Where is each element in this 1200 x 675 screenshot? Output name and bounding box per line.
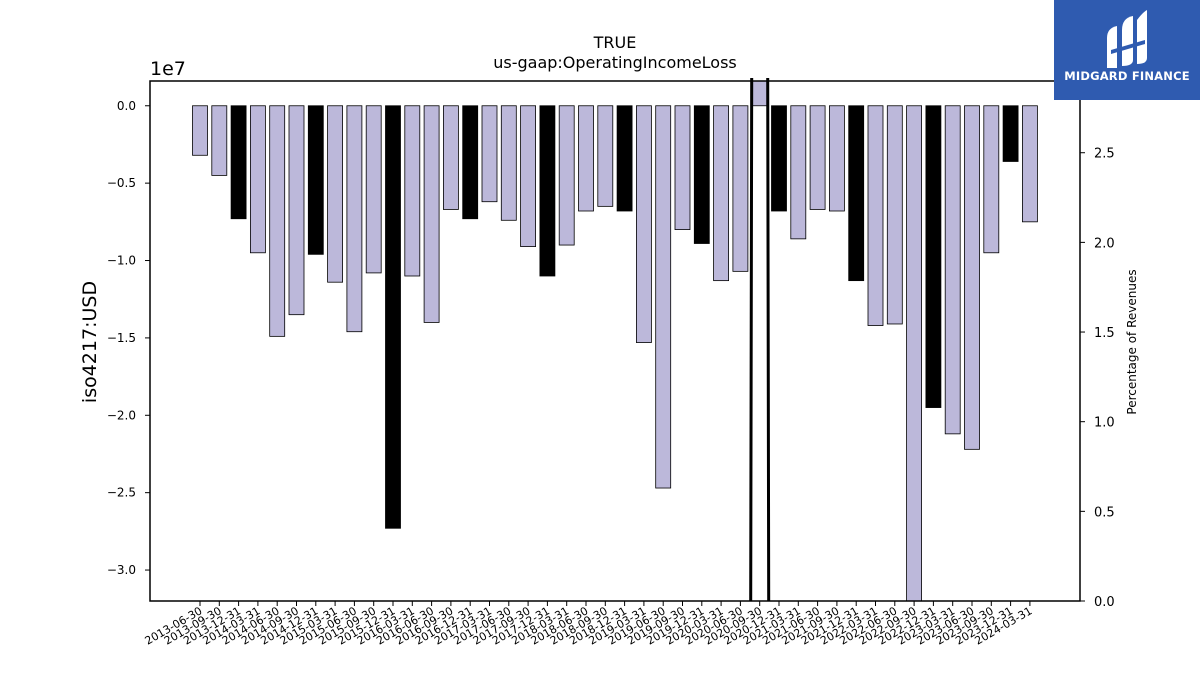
y-axis-label: iso4217:USD bbox=[79, 281, 101, 403]
bar-2019-03-31 bbox=[636, 105, 652, 343]
bar-2020-06-30 bbox=[732, 105, 749, 272]
chart-title: TRUE bbox=[593, 33, 637, 52]
bar-2013-06-30 bbox=[192, 105, 208, 156]
bar-2023-09-30 bbox=[983, 105, 1000, 254]
bar-2017-09-30 bbox=[520, 105, 536, 247]
bar-2019-09-30 bbox=[674, 105, 691, 230]
bar-2014-12-31 bbox=[307, 105, 324, 255]
x-axis-ticks: 2013-06-302013-09-302013-12-312014-03-31… bbox=[143, 601, 1034, 648]
y2-series-group bbox=[749, 77, 771, 602]
bar-2016-06-30 bbox=[423, 105, 440, 323]
bar-2023-06-30 bbox=[964, 105, 980, 450]
bar-2022-09-30 bbox=[906, 105, 922, 602]
bar-2020-03-31 bbox=[713, 105, 729, 282]
bar-2019-06-30 bbox=[655, 105, 672, 489]
bar-2014-03-31 bbox=[249, 105, 266, 254]
bar-2020-09-30 bbox=[751, 80, 768, 107]
bar-2015-09-30 bbox=[365, 105, 382, 274]
y-axis-ticks: 0.0 −0.5 −1.0 −1.5 −2.0 −2.5 −3.0 bbox=[107, 99, 150, 577]
bar-2015-03-31 bbox=[327, 105, 344, 283]
bar-2016-09-30 bbox=[442, 105, 459, 210]
bar-2016-12-31 bbox=[462, 105, 479, 220]
y2-axis-ticks: 0.0 0.5 1.0 1.5 2.0 2.5 bbox=[1080, 147, 1115, 610]
bar-2017-03-31 bbox=[481, 105, 498, 203]
bar-2020-12-31 bbox=[771, 105, 787, 212]
brand-logo: MIDGARD FINANCE bbox=[1054, 0, 1200, 100]
bar-2017-06-30 bbox=[500, 105, 517, 221]
bar-2014-06-30 bbox=[269, 105, 286, 337]
y-tick-label: −3.0 bbox=[107, 563, 136, 577]
bar-2014-09-30 bbox=[288, 105, 305, 316]
y-axis-offset-label: 1e7 bbox=[150, 58, 186, 80]
y2-tick-label: 1.5 bbox=[1094, 326, 1115, 341]
bar-2021-06-30 bbox=[809, 105, 826, 210]
bar-2018-03-31 bbox=[558, 105, 575, 246]
bar-2016-03-31 bbox=[404, 105, 421, 277]
y2-tick-label: 1.0 bbox=[1094, 416, 1115, 431]
bar-2013-09-30 bbox=[211, 105, 228, 176]
y2-tick-label: 0.5 bbox=[1094, 505, 1115, 520]
bar-2022-03-31 bbox=[867, 105, 884, 326]
y-tick-label: −2.0 bbox=[107, 408, 136, 422]
y2-tick-label: 2.5 bbox=[1094, 147, 1115, 162]
bar-2017-12-31 bbox=[539, 105, 556, 277]
bar-2021-03-31 bbox=[790, 105, 807, 240]
bar-2018-12-31 bbox=[616, 105, 633, 212]
brand-logo-text: MIDGARD FINANCE bbox=[1064, 69, 1190, 83]
bar-2019-12-31 bbox=[693, 105, 710, 244]
bar-2021-12-31 bbox=[848, 105, 865, 282]
bar-2022-12-31 bbox=[925, 105, 942, 408]
bar-2015-06-30 bbox=[346, 105, 363, 333]
plot-frame bbox=[149, 80, 1081, 602]
bar-2013-12-31 bbox=[230, 105, 247, 220]
y2-axis-label: Percentage of Revenues bbox=[1125, 269, 1139, 414]
y-tick-label: −1.5 bbox=[107, 331, 136, 345]
y2-tick-label: 0.0 bbox=[1094, 595, 1115, 610]
bar-2018-09-30 bbox=[597, 105, 614, 207]
bar-2022-06-30 bbox=[886, 105, 903, 325]
bar-2023-03-31 bbox=[944, 105, 961, 435]
bar-2023-12-31 bbox=[1002, 105, 1019, 162]
y-tick-label: −2.5 bbox=[107, 486, 136, 500]
bar-2018-06-30 bbox=[578, 105, 594, 212]
y2-mark-2020-09-30 bbox=[749, 77, 771, 602]
y2-tick-label: 2.0 bbox=[1094, 236, 1115, 251]
bar-2015-12-31 bbox=[385, 105, 401, 529]
bars-group bbox=[192, 80, 1038, 602]
chart-subtitle: us-gaap:OperatingIncomeLoss bbox=[493, 53, 737, 72]
y-tick-label: −1.0 bbox=[107, 254, 136, 268]
y-tick-label: 0.0 bbox=[117, 99, 136, 113]
y-tick-label: −0.5 bbox=[107, 176, 136, 190]
midgard-logo-icon bbox=[1107, 10, 1147, 68]
bar-2024-03-31 bbox=[1022, 105, 1038, 223]
bar-2021-09-30 bbox=[829, 105, 845, 212]
